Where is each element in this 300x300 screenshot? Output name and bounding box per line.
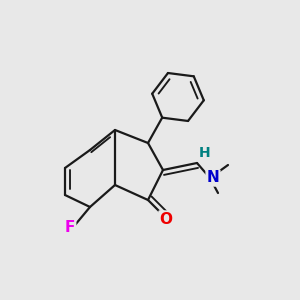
Text: N: N bbox=[207, 170, 219, 185]
Text: F: F bbox=[65, 220, 75, 235]
Text: H: H bbox=[199, 146, 211, 160]
Text: O: O bbox=[160, 212, 172, 226]
